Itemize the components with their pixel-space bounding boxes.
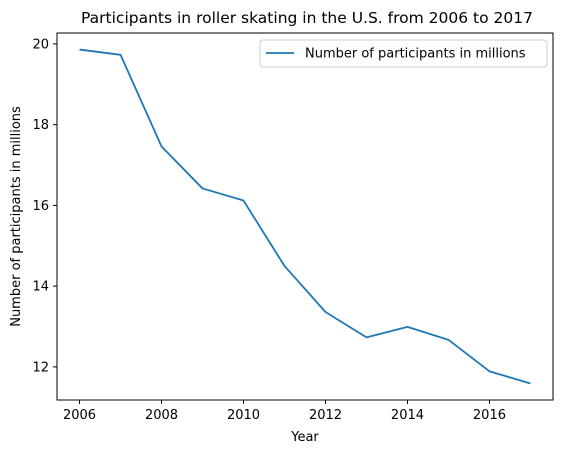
y-tick-label: 14	[32, 280, 49, 295]
legend: Number of participants in millions	[259, 39, 548, 68]
y-tick-label: 12	[32, 360, 49, 375]
plot-area	[56, 32, 554, 401]
x-tick-label: 2010	[227, 408, 260, 423]
legend-box	[259, 39, 548, 68]
series-line-participants	[79, 48, 531, 385]
x-axis: 2006 2008 2010 2012 2014 2016	[63, 400, 506, 423]
y-tick-label: 20	[32, 37, 49, 52]
y-axis: 12 14 16 18 20	[32, 37, 57, 375]
x-tick-label: 2016	[473, 408, 506, 423]
chart-title: Participants in roller skating in the U.…	[81, 9, 533, 27]
x-tick-label: 2008	[145, 408, 178, 423]
y-axis-label: Number of participants in millions	[9, 106, 24, 327]
x-tick-label: 2006	[63, 408, 96, 423]
legend-label: Number of participants in millions	[305, 47, 526, 62]
y-tick-label: 16	[32, 199, 49, 214]
x-tick-label: 2012	[309, 408, 342, 423]
x-tick-label: 2014	[391, 408, 424, 423]
x-axis-label: Year	[290, 430, 319, 445]
y-tick-label: 18	[32, 118, 49, 133]
